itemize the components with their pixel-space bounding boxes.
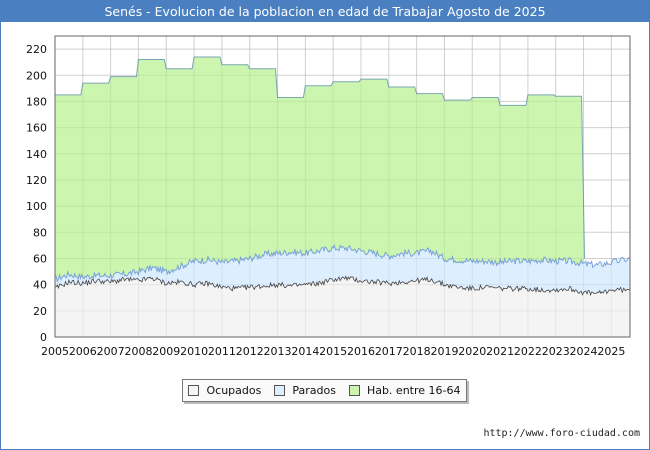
x-tick-label: 2010 <box>180 345 208 358</box>
y-tick-label: 160 <box>26 122 47 135</box>
legend: Ocupados Parados Hab. entre 16-64 <box>182 379 467 402</box>
legend-label-ocupados: Ocupados <box>206 384 262 397</box>
legend-swatch-hab <box>348 385 360 396</box>
legend-item-ocupados: Ocupados <box>188 384 261 397</box>
chart-lines <box>54 36 631 338</box>
x-tick-label: 2012 <box>236 345 264 358</box>
x-tick-label: 2023 <box>542 345 570 358</box>
x-tick-label: 2016 <box>347 345 375 358</box>
x-tick-label: 2019 <box>430 345 458 358</box>
x-tick-label: 2005 <box>41 345 69 358</box>
y-tick-label: 100 <box>26 200 47 213</box>
y-tick-label: 140 <box>26 148 47 161</box>
chart-areas <box>55 56 630 338</box>
x-tick-label: 2013 <box>264 345 292 358</box>
x-tick-label: 2018 <box>403 345 431 358</box>
line-parados <box>54 243 631 283</box>
x-tick-label: 2021 <box>486 345 514 358</box>
plot-border <box>54 35 631 338</box>
x-tick-label: 2024 <box>570 345 598 358</box>
x-tick-label: 2006 <box>69 345 97 358</box>
y-tick-label: 60 <box>33 252 47 265</box>
line-hab-16-64 <box>55 56 586 259</box>
x-tick-label: 2011 <box>208 345 236 358</box>
legend-swatch-ocupados <box>188 385 200 396</box>
x-tick-label: 2007 <box>97 345 125 358</box>
x-tick-label: 2022 <box>514 345 542 358</box>
legend-swatch-parados <box>274 385 286 396</box>
x-tick-label: 2017 <box>375 345 403 358</box>
x-axis-ticks: 2005 2006 2007 2008 2009 2010 2011 2012 2013 2014… <box>41 345 625 358</box>
chart-title: Senés - Evolucion de la poblacion en eda… <box>1 1 649 22</box>
legend-label-parados: Parados <box>292 384 336 397</box>
y-tick-label: 220 <box>26 43 47 56</box>
y-tick-label: 40 <box>33 279 47 292</box>
area-ocupados <box>55 276 630 337</box>
line-ocupados <box>54 275 631 297</box>
x-tick-label: 2015 <box>319 345 347 358</box>
y-axis-ticks: 0 20 40 60 80 100 120 140 160 180 200 220 <box>26 43 47 344</box>
x-tick-label: 2009 <box>152 345 180 358</box>
source-url[interactable]: http://www.foro-ciudad.com <box>483 428 640 439</box>
y-tick-label: 180 <box>26 95 47 108</box>
y-tick-label: 80 <box>33 226 47 239</box>
y-tick-label: 0 <box>40 331 47 344</box>
x-tick-label: 2014 <box>291 345 319 358</box>
x-tick-label: 2020 <box>458 345 486 358</box>
legend-item-parados: Parados <box>274 384 336 397</box>
y-tick-label: 200 <box>26 69 47 82</box>
x-tick-label: 2008 <box>124 345 152 358</box>
x-tick-label: 2025 <box>597 345 625 358</box>
legend-label-hab: Hab. entre 16-64 <box>366 384 461 397</box>
y-tick-label: 120 <box>26 174 47 187</box>
legend-item-hab: Hab. entre 16-64 <box>348 384 461 397</box>
y-tick-label: 20 <box>33 305 47 318</box>
